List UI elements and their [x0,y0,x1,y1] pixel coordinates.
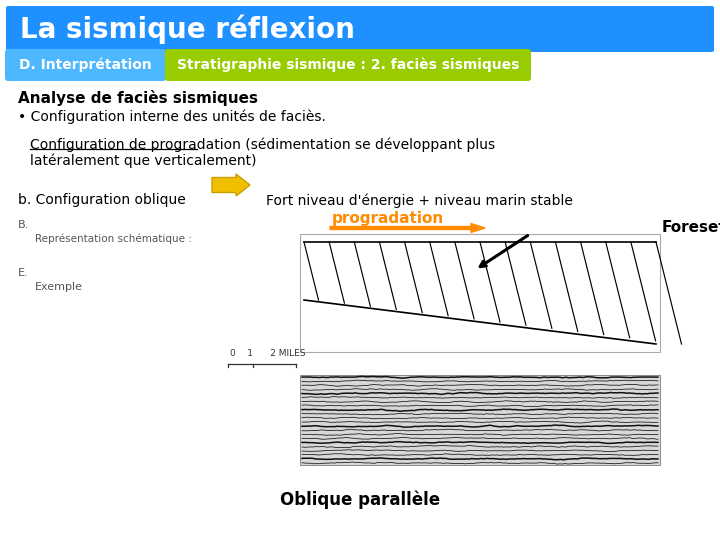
Text: Fort niveau d'énergie + niveau marin stable: Fort niveau d'énergie + niveau marin sta… [266,193,573,207]
FancyArrow shape [330,224,485,233]
Text: D. Interprétation: D. Interprétation [19,58,151,72]
FancyArrow shape [212,174,250,196]
Text: Oblique parallèle: Oblique parallèle [280,491,440,509]
Text: Analyse de faciès sismiques: Analyse de faciès sismiques [18,90,258,106]
Text: Représentation schématique :: Représentation schématique : [35,233,192,244]
Text: Configuration de progradation (sédimentation se développant plus: Configuration de progradation (sédimenta… [30,138,495,152]
Text: Exemple: Exemple [35,282,83,292]
Text: Foresets: Foresets [662,220,720,235]
Text: progradation: progradation [331,211,444,226]
FancyBboxPatch shape [5,49,166,81]
Text: Stratigraphie sismique : 2. faciès sismiques: Stratigraphie sismique : 2. faciès sismi… [177,58,519,72]
Bar [300,375,660,465]
Text: b. Configuration oblique: b. Configuration oblique [18,193,186,207]
FancyBboxPatch shape [165,49,531,81]
Text: 0    1      2 MILES: 0 1 2 MILES [230,349,305,358]
Text: E.: E. [18,268,29,278]
Bar [300,234,660,352]
Text: B.: B. [18,220,30,230]
Text: • Configuration interne des unités de faciès.: • Configuration interne des unités de fa… [18,110,326,125]
Text: La sismique réflexion: La sismique réflexion [20,14,355,44]
FancyBboxPatch shape [6,6,714,52]
Text: latéralement que verticalement): latéralement que verticalement) [30,153,256,167]
